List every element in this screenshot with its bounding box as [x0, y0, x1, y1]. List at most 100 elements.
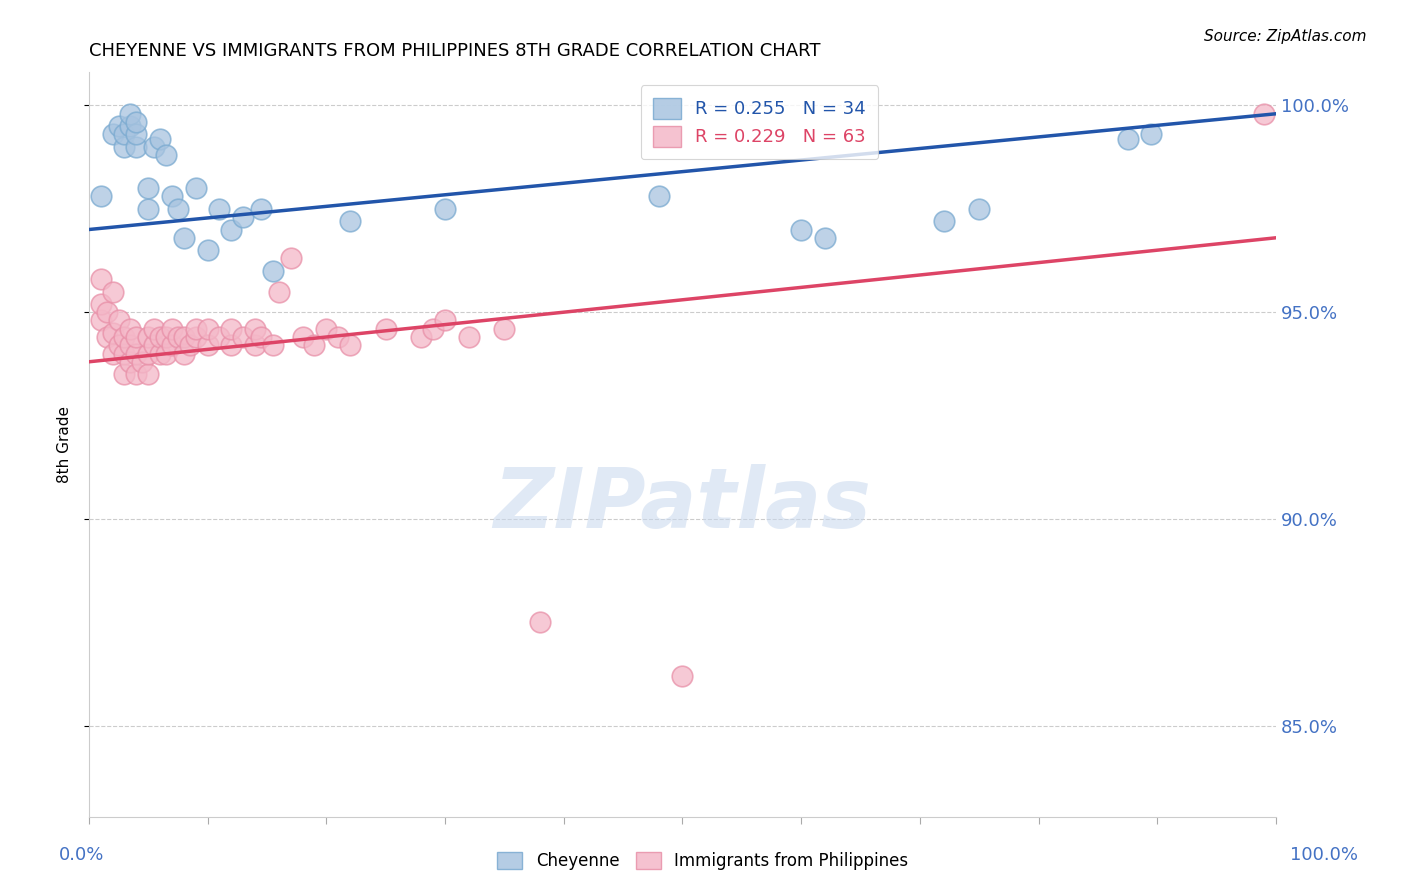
Point: [167, 202, 190, 216]
Point: [647, 189, 669, 203]
Point: [790, 222, 813, 236]
Point: [267, 285, 290, 299]
Y-axis label: 8th Grade: 8th Grade: [58, 406, 72, 483]
Point: [155, 330, 177, 344]
Point: [114, 128, 136, 142]
Point: [125, 346, 148, 360]
Point: [173, 231, 195, 245]
Point: [433, 202, 456, 216]
Legend: Cheyenne, Immigrants from Philippines: Cheyenne, Immigrants from Philippines: [491, 845, 915, 877]
Point: [125, 128, 148, 142]
Point: [262, 338, 284, 352]
Point: [1140, 128, 1163, 142]
Point: [107, 338, 129, 352]
Point: [90, 313, 112, 327]
Point: [136, 330, 159, 344]
Point: [114, 330, 136, 344]
Point: [114, 140, 136, 154]
Point: [243, 322, 266, 336]
Point: [96, 330, 118, 344]
Point: [411, 330, 433, 344]
Point: [149, 346, 172, 360]
Point: [90, 272, 112, 286]
Point: [107, 313, 129, 327]
Point: [160, 322, 183, 336]
Point: [149, 131, 172, 145]
Point: [339, 214, 361, 228]
Point: [167, 330, 190, 344]
Point: [671, 669, 693, 683]
Point: [184, 322, 207, 336]
Point: [125, 115, 148, 129]
Point: [155, 346, 177, 360]
Text: Source: ZipAtlas.com: Source: ZipAtlas.com: [1204, 29, 1367, 45]
Point: [184, 181, 207, 195]
Point: [197, 243, 219, 257]
Point: [221, 338, 243, 352]
Point: [326, 330, 349, 344]
Point: [374, 322, 396, 336]
Point: [143, 322, 166, 336]
Text: CHEYENNE VS IMMIGRANTS FROM PHILIPPINES 8TH GRADE CORRELATION CHART: CHEYENNE VS IMMIGRANTS FROM PHILIPPINES …: [89, 42, 820, 60]
Point: [101, 128, 124, 142]
Point: [125, 368, 148, 382]
Text: ZIPatlas: ZIPatlas: [494, 464, 872, 544]
Point: [160, 189, 183, 203]
Point: [114, 346, 136, 360]
Text: 0.0%: 0.0%: [59, 846, 104, 863]
Point: [814, 231, 837, 245]
Point: [136, 181, 159, 195]
Point: [131, 355, 153, 369]
Point: [291, 330, 314, 344]
Point: [179, 338, 201, 352]
Point: [304, 338, 326, 352]
Point: [120, 322, 142, 336]
Point: [155, 148, 177, 162]
Point: [114, 368, 136, 382]
Point: [120, 338, 142, 352]
Point: [280, 252, 302, 266]
Point: [315, 322, 337, 336]
Point: [120, 119, 142, 133]
Point: [90, 297, 112, 311]
Point: [208, 330, 231, 344]
Point: [173, 330, 195, 344]
Point: [243, 338, 266, 352]
Point: [120, 355, 142, 369]
Point: [932, 214, 955, 228]
Point: [232, 330, 254, 344]
Point: [197, 322, 219, 336]
Point: [967, 202, 990, 216]
Point: [232, 210, 254, 224]
Point: [149, 330, 172, 344]
Point: [90, 189, 112, 203]
Point: [101, 326, 124, 340]
Legend: R = 0.255   N = 34, R = 0.229   N = 63: R = 0.255 N = 34, R = 0.229 N = 63: [641, 85, 879, 160]
Point: [262, 264, 284, 278]
Point: [1116, 131, 1139, 145]
Point: [221, 222, 243, 236]
Point: [529, 615, 551, 630]
Point: [120, 107, 142, 121]
Point: [184, 330, 207, 344]
Point: [101, 346, 124, 360]
Point: [125, 140, 148, 154]
Point: [339, 338, 361, 352]
Point: [422, 322, 444, 336]
Point: [136, 346, 159, 360]
Text: 100.0%: 100.0%: [1291, 846, 1358, 863]
Point: [143, 338, 166, 352]
Point: [136, 368, 159, 382]
Point: [125, 330, 148, 344]
Point: [96, 305, 118, 319]
Point: [250, 330, 273, 344]
Point: [107, 119, 129, 133]
Point: [101, 285, 124, 299]
Point: [494, 322, 516, 336]
Point: [221, 322, 243, 336]
Point: [1253, 107, 1275, 121]
Point: [160, 338, 183, 352]
Point: [143, 140, 166, 154]
Point: [136, 202, 159, 216]
Point: [197, 338, 219, 352]
